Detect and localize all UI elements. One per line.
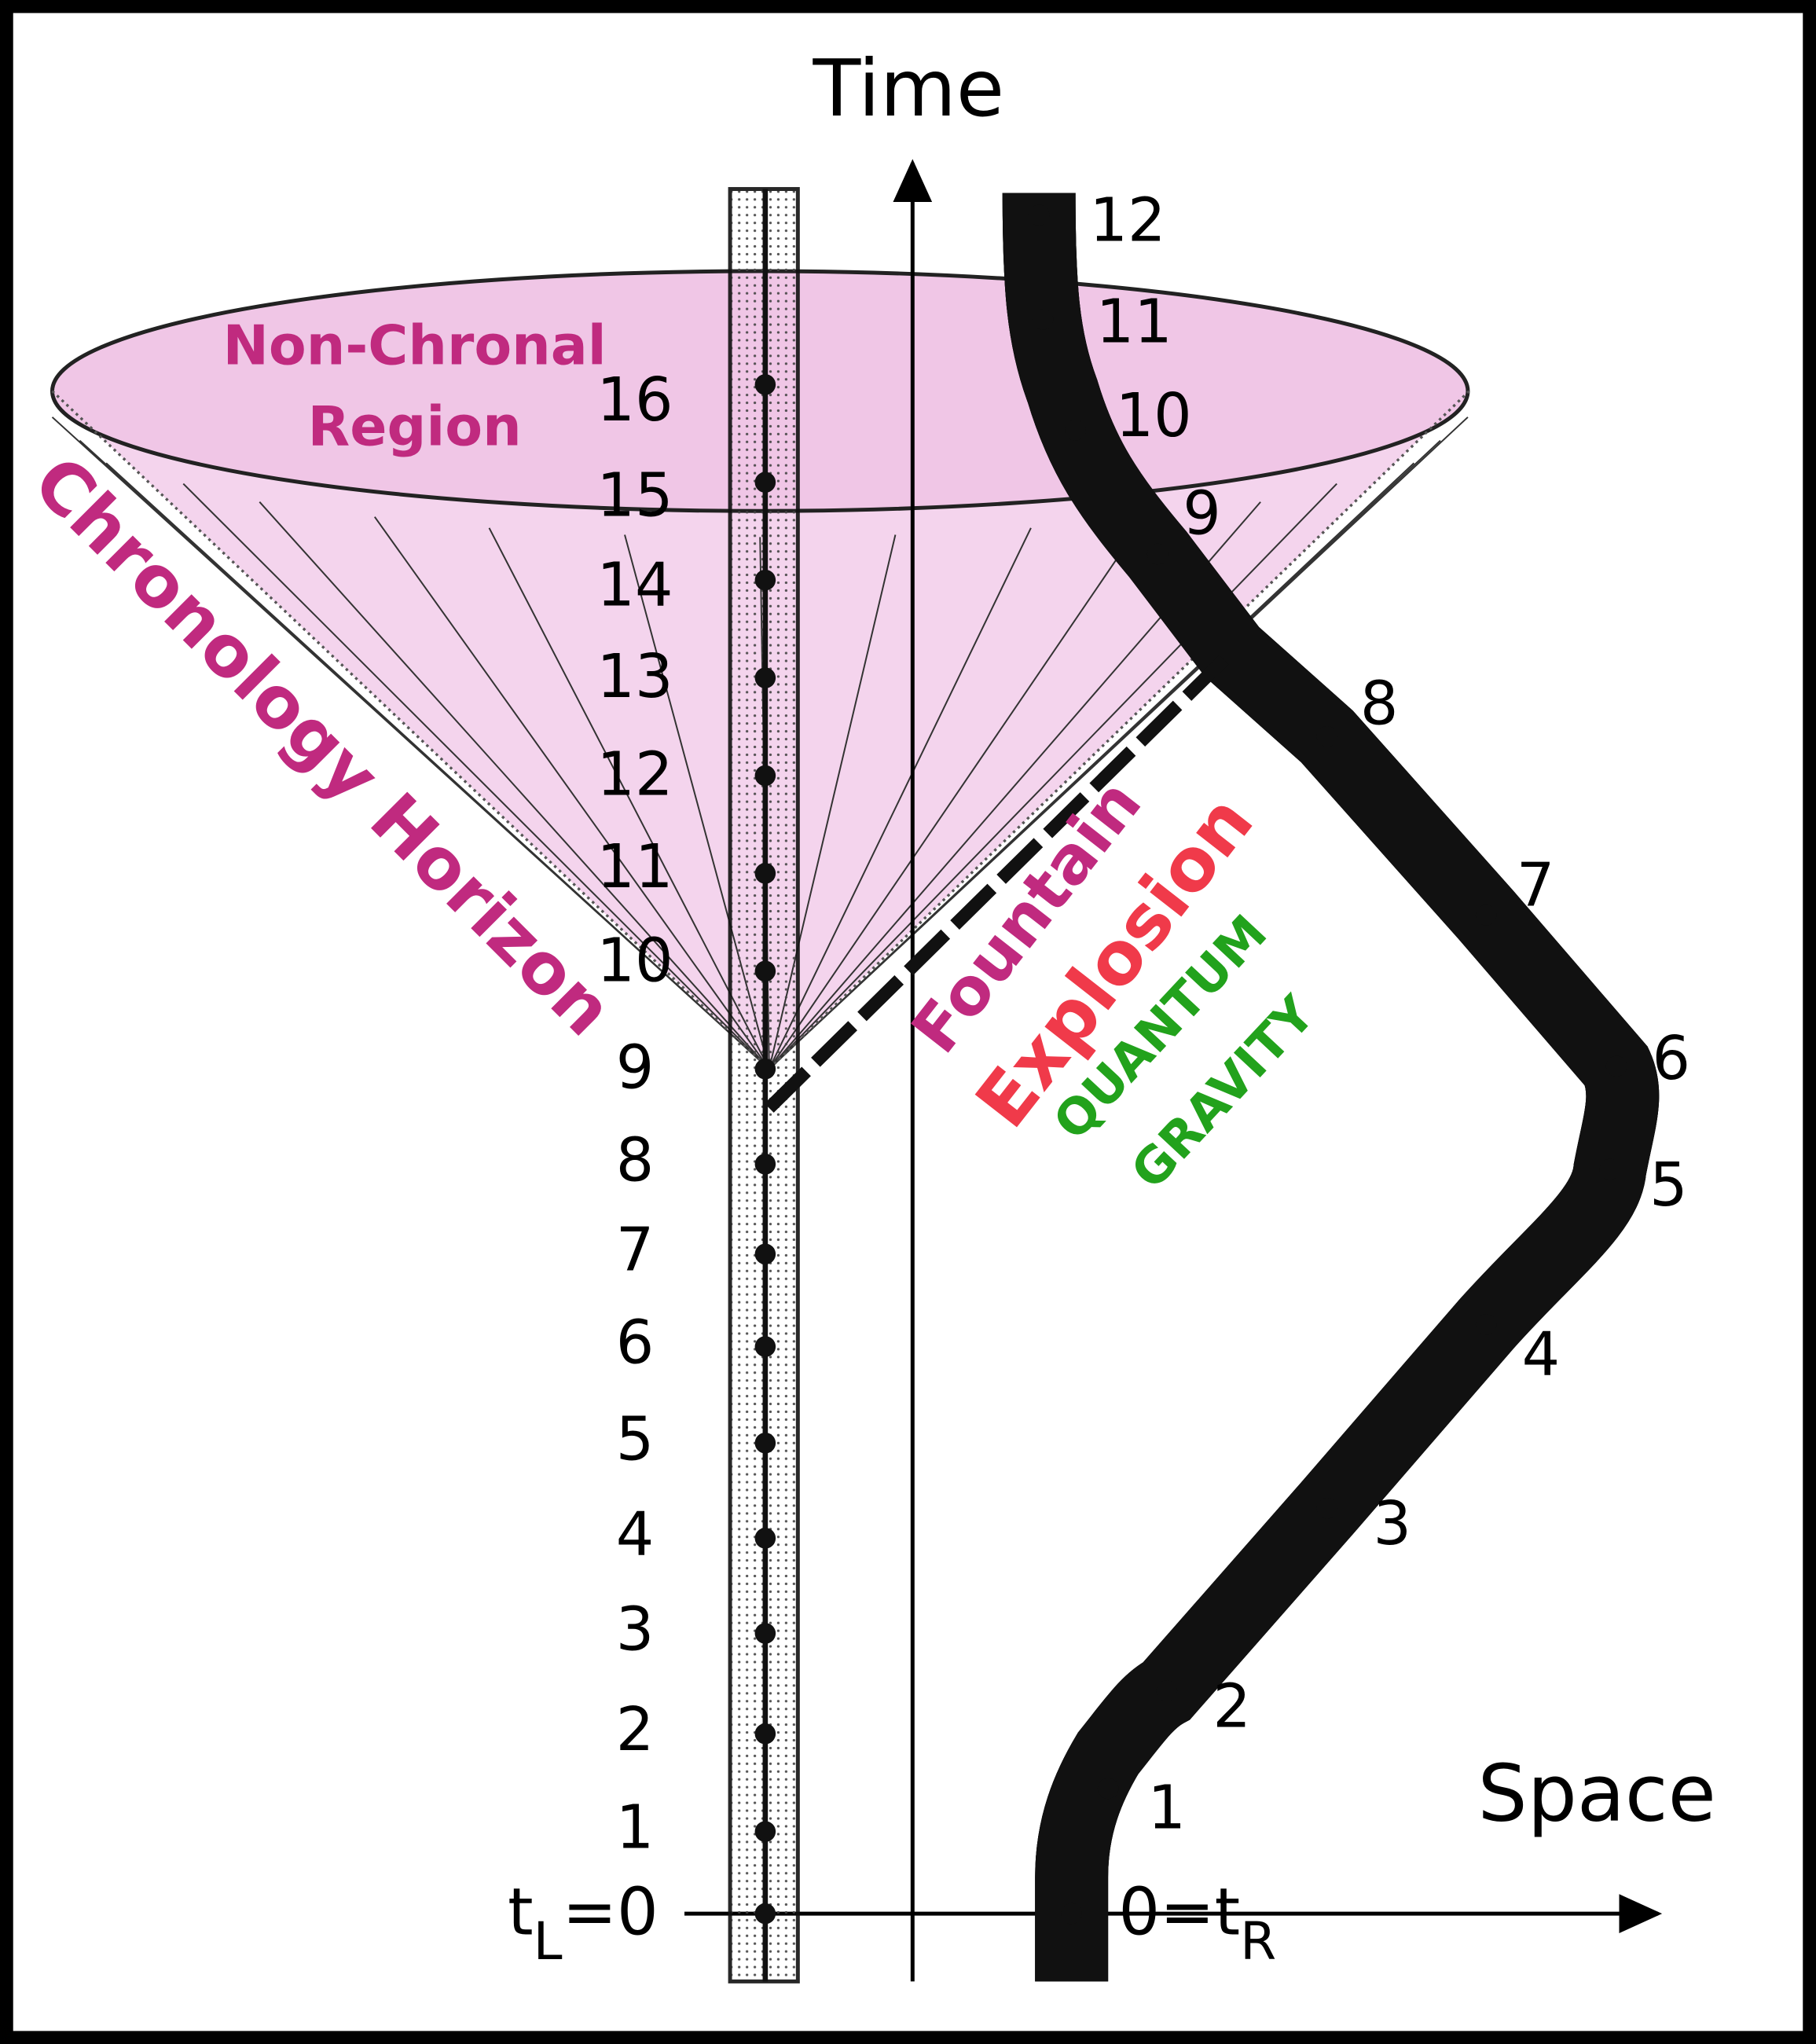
left-event xyxy=(754,1623,776,1644)
left-tick-label: 16 xyxy=(596,365,673,435)
right-event xyxy=(1156,1680,1178,1701)
rays xyxy=(51,417,1469,1070)
right-event xyxy=(1028,204,1050,226)
region-label: Region xyxy=(308,394,522,458)
right-tick-label: 12 xyxy=(1089,185,1165,255)
left-tick-label: 8 xyxy=(616,1125,655,1194)
left-event xyxy=(754,863,776,884)
right-event xyxy=(1599,1158,1621,1180)
left-tick-label: 14 xyxy=(596,550,673,620)
right-event xyxy=(1475,905,1497,926)
ray xyxy=(768,527,1032,1070)
horizon-edge xyxy=(51,390,770,1070)
left-event xyxy=(754,960,776,982)
region-label: Non-Chronal xyxy=(223,314,607,378)
left-event xyxy=(754,1433,776,1454)
right-event xyxy=(1065,420,1086,441)
right-tick-label: 3 xyxy=(1373,1488,1411,1558)
left-event xyxy=(754,1336,776,1357)
space-label: Space xyxy=(1478,1749,1716,1839)
left-tick-label: 13 xyxy=(596,641,673,711)
ray xyxy=(374,516,770,1070)
left-event xyxy=(754,765,776,787)
left-tick-label: 5 xyxy=(616,1404,655,1473)
right-tick-label: 8 xyxy=(1360,669,1399,739)
left-tick-label: 3 xyxy=(616,1594,655,1664)
right-tick-label: 11 xyxy=(1096,287,1172,357)
left-event xyxy=(754,1154,776,1175)
right-tick-label: 9 xyxy=(1183,479,1221,549)
left-event xyxy=(754,569,776,591)
right-tick-label: 5 xyxy=(1649,1150,1688,1220)
right-event xyxy=(1097,1778,1119,1800)
left-event xyxy=(754,472,776,494)
left-tick-label: 7 xyxy=(616,1215,655,1285)
right-event xyxy=(1475,1314,1497,1335)
ray xyxy=(259,501,770,1070)
left-tick-label: 15 xyxy=(596,460,673,530)
left-tick-label: 11 xyxy=(596,831,673,901)
ray xyxy=(182,483,770,1070)
left-event xyxy=(754,667,776,688)
right-tick-label: 6 xyxy=(1652,1023,1690,1093)
ray xyxy=(769,516,1146,1070)
right-tick-label: 1 xyxy=(1147,1773,1186,1843)
left-origin: tL=0 xyxy=(508,1873,659,1972)
left-tick-label: 6 xyxy=(616,1308,655,1378)
right-tick-label: 7 xyxy=(1517,850,1555,919)
left-tick-label: 12 xyxy=(596,739,673,809)
left-tick-label: 9 xyxy=(616,1033,655,1103)
left-event xyxy=(754,1528,776,1549)
wormhole-link xyxy=(765,647,1237,1113)
ray xyxy=(488,527,770,1070)
right-event xyxy=(1316,1497,1338,1519)
left-event xyxy=(754,374,776,395)
right-event xyxy=(1032,309,1054,330)
right-tick-label: 4 xyxy=(1522,1319,1561,1389)
time-label: Time xyxy=(813,44,1005,134)
ray xyxy=(769,462,1415,1070)
right-event xyxy=(1605,1055,1627,1077)
left-event xyxy=(754,1821,776,1842)
left-event xyxy=(754,1243,776,1265)
left-event xyxy=(754,1058,776,1080)
origin-event xyxy=(754,1903,776,1925)
left-tick-label: 10 xyxy=(596,925,673,995)
right-origin: 0=tR xyxy=(1118,1873,1276,1972)
left-tick-label: 1 xyxy=(616,1793,655,1862)
right-event xyxy=(1316,725,1338,747)
origin-event xyxy=(1061,1903,1082,1925)
left-event xyxy=(754,1723,776,1745)
ray xyxy=(769,483,1337,1070)
left-tick-label: 4 xyxy=(616,1499,655,1569)
right-tick-label: 10 xyxy=(1116,380,1192,450)
left-tick-label: 2 xyxy=(616,1694,655,1764)
right-tick-label: 2 xyxy=(1213,1671,1251,1741)
ray xyxy=(51,417,770,1070)
right-event xyxy=(1146,543,1168,565)
